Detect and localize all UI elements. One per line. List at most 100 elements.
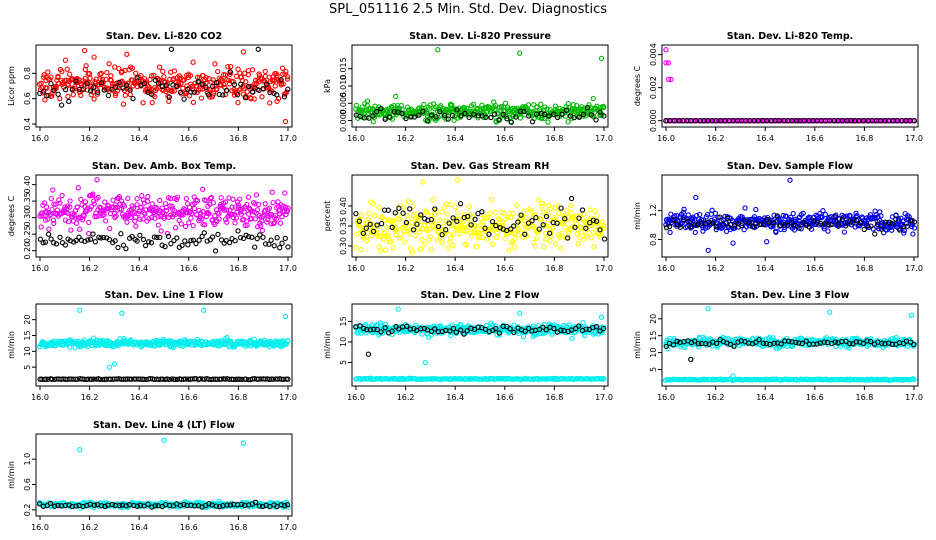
data-point — [540, 324, 546, 330]
data-point — [370, 113, 376, 119]
data-point — [123, 82, 130, 89]
data-point — [195, 79, 201, 85]
data-point — [237, 206, 244, 213]
data-point — [130, 95, 136, 102]
data-point — [214, 86, 220, 92]
data-point — [685, 218, 691, 225]
data-point — [152, 93, 158, 100]
data-point — [821, 339, 827, 345]
data-point — [67, 198, 73, 204]
data-point — [477, 222, 483, 228]
data-point — [191, 205, 198, 212]
data-point — [227, 69, 233, 75]
data-point — [534, 104, 540, 110]
data-point — [480, 105, 486, 112]
data-point — [601, 113, 607, 119]
data-point — [260, 85, 266, 92]
data-point — [483, 114, 489, 120]
data-point — [806, 224, 813, 230]
data-point — [120, 85, 126, 91]
data-point — [731, 343, 737, 349]
data-point — [910, 231, 916, 237]
y-tick-label: 0.015 — [339, 57, 348, 80]
data-point — [277, 220, 284, 226]
data-point — [482, 326, 489, 333]
data-point — [465, 213, 471, 220]
data-point — [417, 246, 424, 252]
data-point — [588, 235, 594, 241]
data-point — [123, 245, 129, 252]
data-point — [796, 340, 802, 346]
data-point — [743, 223, 750, 230]
data-point — [280, 81, 286, 87]
data-point — [359, 212, 365, 219]
data-point — [717, 214, 723, 220]
data-point — [554, 114, 561, 121]
data-point — [547, 230, 553, 236]
data-point — [255, 46, 261, 52]
data-point — [188, 237, 194, 244]
data-point — [277, 245, 283, 251]
data-point — [400, 210, 406, 216]
data-point — [231, 81, 238, 88]
data-point — [785, 338, 792, 344]
data-point — [257, 223, 264, 229]
data-point — [439, 209, 445, 215]
data-point — [846, 118, 852, 124]
data-point — [244, 89, 250, 95]
plot-frame — [35, 433, 293, 517]
data-point — [496, 217, 503, 223]
data-point — [373, 108, 380, 115]
data-point — [91, 54, 97, 60]
plot-frame — [35, 174, 293, 258]
data-point — [433, 114, 439, 120]
data-point — [520, 333, 527, 340]
data-point — [552, 103, 559, 109]
data-point — [241, 85, 247, 91]
data-point — [581, 211, 587, 217]
data-point — [45, 231, 52, 237]
data-point — [265, 216, 271, 223]
data-point — [556, 210, 562, 216]
data-point — [525, 102, 532, 108]
data-point — [882, 341, 888, 347]
data-point — [439, 240, 445, 246]
data-point — [140, 216, 146, 222]
data-point — [392, 210, 398, 216]
data-point — [358, 246, 365, 253]
data-point — [216, 216, 222, 222]
data-point — [134, 196, 140, 202]
data-point — [168, 46, 175, 52]
data-point — [145, 501, 151, 507]
data-point — [86, 219, 92, 226]
data-point — [140, 236, 147, 243]
x-tick-label: 16.0 — [657, 264, 675, 273]
data-point — [466, 114, 472, 121]
data-point — [133, 70, 139, 76]
data-point — [254, 235, 260, 242]
data-point — [600, 325, 607, 332]
data-point — [532, 243, 539, 249]
data-point — [91, 201, 97, 207]
x-tick-label: 16.8 — [229, 134, 247, 143]
data-point — [55, 91, 61, 97]
data-point — [450, 325, 457, 332]
x-tick-label: 16.0 — [657, 134, 675, 143]
data-point — [443, 201, 450, 207]
y-tick-label: 10 — [649, 348, 658, 358]
data-point — [437, 108, 443, 115]
data-point — [416, 112, 422, 118]
data-point — [559, 230, 565, 236]
panel-title: Stan. Dev. Li-820 Temp. — [727, 31, 854, 42]
x-tick-label: 17.0 — [279, 393, 297, 402]
data-point — [490, 241, 496, 247]
data-point — [600, 104, 607, 111]
data-point — [180, 212, 186, 218]
data-point — [502, 235, 508, 242]
data-point — [525, 220, 532, 226]
x-tick-label: 16.2 — [397, 393, 415, 402]
x-tick-label: 17.0 — [905, 393, 923, 402]
data-point — [266, 241, 272, 247]
